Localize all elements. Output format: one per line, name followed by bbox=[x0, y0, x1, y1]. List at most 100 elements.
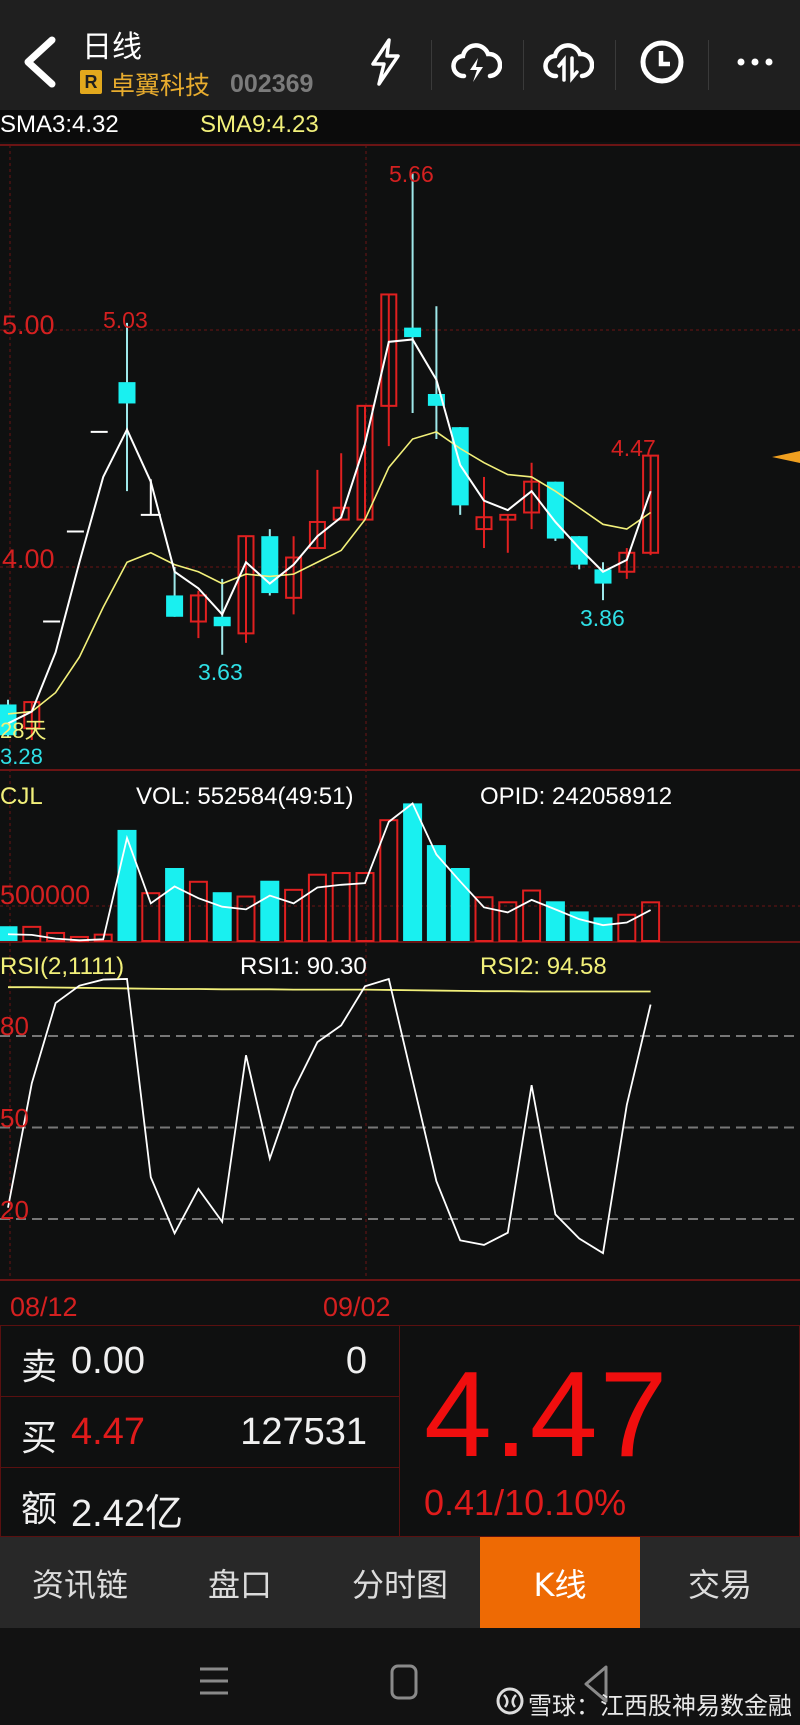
lightning-button[interactable] bbox=[355, 34, 415, 90]
tab-news[interactable]: 资讯链 bbox=[0, 1537, 160, 1628]
last-price-box: 4.47 0.41/10.10% bbox=[399, 1325, 800, 1537]
candle-down bbox=[0, 704, 17, 736]
tab-kline[interactable]: K线 bbox=[480, 1537, 640, 1628]
rsi2-value: RSI2: 94.58 bbox=[480, 953, 607, 980]
buy-qty: 127531 bbox=[240, 1411, 367, 1453]
kline-chart[interactable]: 5.00 4.00 5.66 5.03 3.63 3.86 4.47 3.28 … bbox=[0, 0, 800, 1325]
rsi2-line bbox=[8, 986, 651, 993]
volume-axis-label: 500000 bbox=[0, 880, 90, 910]
divider bbox=[431, 40, 432, 90]
divider bbox=[615, 40, 616, 90]
home-nav-icon[interactable] bbox=[390, 1664, 418, 1700]
tab-label: 资讯链 bbox=[31, 1565, 128, 1604]
volume-bar-down bbox=[165, 867, 185, 941]
rsi-title: RSI(2,1111) bbox=[0, 953, 124, 980]
sell-label: 卖 bbox=[21, 1347, 58, 1388]
volume-bar-down bbox=[260, 880, 280, 941]
candle-up bbox=[332, 506, 350, 521]
candle-up bbox=[189, 594, 207, 623]
days-label: 28天 bbox=[0, 718, 46, 743]
stock-name: 卓翼科技 bbox=[110, 71, 211, 100]
tab-label: K线 bbox=[533, 1565, 587, 1604]
volume-bar-up bbox=[331, 872, 351, 943]
sell-price: 0.00 bbox=[71, 1340, 145, 1382]
tab-label: 盘口 bbox=[207, 1565, 272, 1604]
sma9-label: SMA9:4.23 bbox=[200, 111, 319, 138]
divider bbox=[523, 40, 524, 90]
sma3-line bbox=[7, 338, 652, 725]
volume-bar-up bbox=[236, 895, 256, 942]
volume-bar-down bbox=[117, 829, 137, 941]
volume-bar-up bbox=[141, 892, 161, 943]
last-price: 4.47 bbox=[424, 1346, 670, 1482]
tab-label: 分时图 bbox=[351, 1565, 448, 1604]
axis-label-5: 5.00 bbox=[2, 310, 55, 340]
candle-down bbox=[427, 393, 445, 406]
volume-bar-up bbox=[284, 888, 304, 943]
cloud-sync-icon bbox=[543, 43, 594, 83]
candle-up bbox=[237, 535, 255, 635]
buy-row: 买 4.47 127531 bbox=[0, 1396, 400, 1468]
buy-label: 买 bbox=[21, 1418, 58, 1459]
volume-bar-down bbox=[426, 845, 446, 941]
volume-bar-down bbox=[212, 892, 232, 941]
cloud-sync-button[interactable] bbox=[538, 34, 598, 90]
clock-icon bbox=[640, 40, 684, 84]
tab-trade[interactable]: 交易 bbox=[640, 1537, 800, 1628]
candle-down bbox=[594, 569, 612, 584]
volume-bar-up bbox=[617, 913, 637, 942]
price-change: 0.41/10.10% bbox=[424, 1482, 627, 1523]
current-price-marker-icon bbox=[772, 451, 800, 463]
volume-bar-up bbox=[474, 896, 494, 942]
tab-intraday[interactable]: 分时图 bbox=[320, 1537, 480, 1628]
rsi1-line bbox=[7, 977, 652, 1255]
system-nav-bar: 雪球：江西股神易数金融 bbox=[0, 1628, 800, 1725]
volume-bar-down bbox=[593, 917, 613, 941]
sma9-line bbox=[7, 431, 652, 715]
quote-panel: 卖 0.00 0 买 4.47 127531 额 2.42亿 4.47 0.41… bbox=[0, 1325, 800, 1537]
candle-down bbox=[166, 595, 184, 617]
more-icon bbox=[737, 58, 773, 66]
candle-up bbox=[380, 293, 398, 407]
candle-up bbox=[618, 551, 636, 573]
menu-nav-icon[interactable] bbox=[198, 1666, 230, 1696]
volume-value: VOL: 552584(49:51) bbox=[136, 783, 354, 810]
tab-orderbook[interactable]: 盘口 bbox=[160, 1537, 320, 1628]
volume-bar-up bbox=[522, 889, 542, 943]
amount-value: 2.42亿 bbox=[71, 1493, 183, 1535]
last-label: 4.47 bbox=[611, 435, 656, 461]
cloud-lightning-icon bbox=[451, 43, 502, 82]
volume-title: CJL bbox=[0, 783, 43, 810]
clock-button[interactable] bbox=[632, 34, 692, 90]
r-badge: R bbox=[80, 70, 102, 94]
axis-label-4: 4.00 bbox=[2, 544, 55, 574]
lightning-icon bbox=[371, 38, 400, 86]
opid-value: OPID: 242058912 bbox=[480, 783, 672, 810]
back-nav-icon[interactable] bbox=[582, 1664, 610, 1704]
xueqiu-logo-icon bbox=[496, 1687, 524, 1715]
cloud-lightning-button[interactable] bbox=[446, 34, 506, 90]
volume-bar-up bbox=[379, 819, 399, 942]
stock-code: 002369 bbox=[230, 70, 314, 98]
date-label-mid: 09/02 bbox=[323, 1292, 391, 1322]
peak-label: 5.03 bbox=[103, 307, 148, 333]
back-button[interactable] bbox=[18, 34, 62, 90]
sma-legend: SMA3:4.32 SMA9:4.23 bbox=[0, 110, 800, 142]
volume-bar-up bbox=[93, 933, 113, 943]
candle-up bbox=[475, 516, 493, 531]
sma3-label: SMA3:4.32 bbox=[0, 111, 119, 138]
high-label: 5.66 bbox=[389, 161, 434, 187]
volume-bar-down bbox=[403, 803, 423, 941]
volume-bar-up bbox=[355, 872, 375, 943]
left-low-label: 3.28 bbox=[0, 744, 43, 769]
back-chevron-icon bbox=[24, 36, 56, 88]
rsi-axis-80: 80 bbox=[0, 1011, 29, 1041]
low-label-1: 3.63 bbox=[198, 659, 243, 685]
sell-row: 卖 0.00 0 bbox=[0, 1325, 400, 1397]
buy-price: 4.47 bbox=[71, 1411, 145, 1453]
more-button[interactable] bbox=[725, 34, 785, 90]
sell-qty: 0 bbox=[345, 1340, 367, 1382]
candle-down bbox=[118, 382, 136, 404]
candle-down bbox=[404, 327, 422, 338]
volume-bar-up bbox=[188, 880, 208, 943]
